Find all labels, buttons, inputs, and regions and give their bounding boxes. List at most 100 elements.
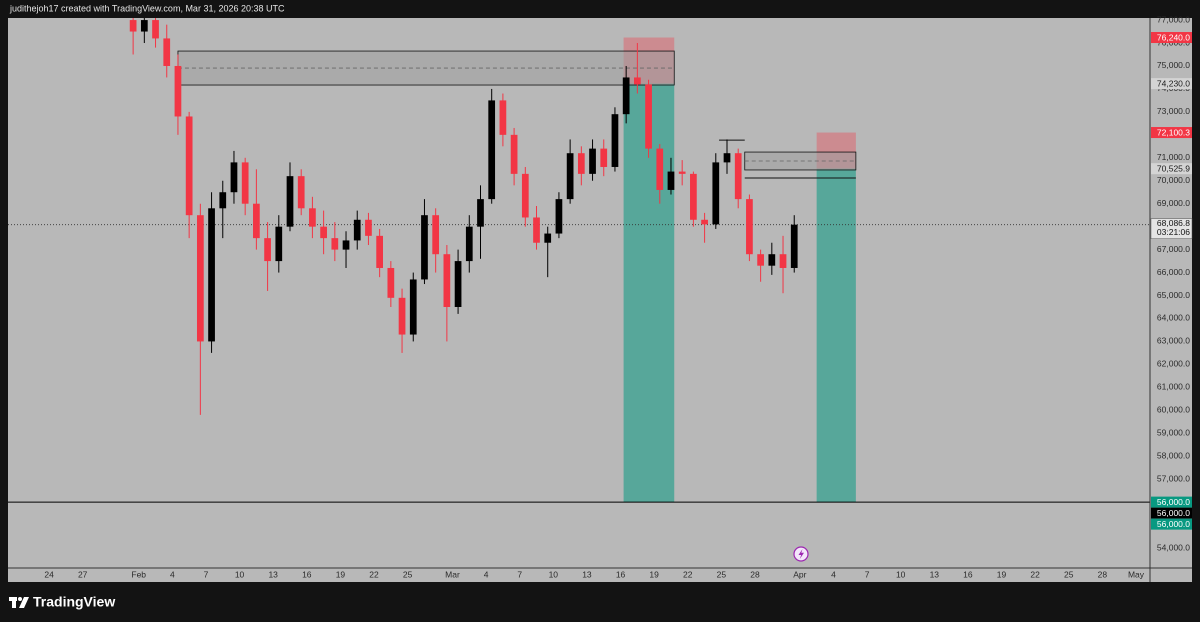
y-tick-label: 71,000.0 [1157,152,1190,162]
candle-body [185,116,193,216]
x-tick-label: 16 [302,569,312,579]
last-price-label: 68,086.8 [1157,218,1190,228]
y-tick-label: 65,000.0 [1157,290,1190,300]
candle-body [577,153,585,174]
price-label: 76,240.0 [1157,32,1190,42]
x-tick-label: 10 [549,569,559,579]
y-tick-label: 58,000.0 [1157,450,1190,460]
candle-body [566,153,574,200]
x-tick-label: 7 [517,569,522,579]
candle-body [129,20,137,32]
x-tick-label: 19 [336,569,346,579]
candle-body [432,215,440,255]
candle-body [757,254,764,266]
axes: 54,000.055,000.056,000.057,000.058,000.0… [44,14,1193,579]
candle-body [768,254,776,266]
candle-body [387,267,395,298]
y-tick-label: 59,000.0 [1157,428,1190,438]
price-label-box [1151,518,1192,530]
x-tick-label: 22 [683,569,693,579]
candle-body [264,238,271,262]
y-tick-label: 61,000.0 [1157,382,1190,392]
candle-body [701,219,708,225]
candle-body [320,226,327,239]
candle-body [690,173,697,220]
y-tick-label: 75,000.0 [1157,60,1190,70]
x-tick-label: 7 [865,569,870,579]
candle-body [275,226,283,262]
y-tick-label: 64,000.0 [1157,313,1190,323]
candle-body [667,171,675,190]
x-tick-label: 10 [235,569,245,579]
price-label: 56,000.0 [1157,508,1190,518]
x-tick-label: 28 [1098,569,1108,579]
y-tick-label: 77,000.0 [1157,14,1190,24]
price-label: 56,000.0 [1157,519,1190,529]
candle-body [633,77,641,85]
x-tick-label: May [1128,569,1145,579]
candle-body [230,162,238,193]
candle-body [353,219,361,241]
candle-body [521,173,529,218]
price-label-box [1151,163,1192,175]
candle-body [465,226,473,262]
x-tick-label: 13 [930,569,940,579]
brand-name: TradingView [33,594,115,610]
plot-area [8,18,1150,503]
x-tick-label: Mar [445,569,460,579]
price-label: 56,000.0 [1157,497,1190,507]
x-tick-label: 4 [831,569,836,579]
x-tick-label: 28 [750,569,760,579]
candle-body [454,261,462,308]
candle-body [409,279,417,335]
candle-body [309,208,316,227]
y-tick-label: 63,000.0 [1157,336,1190,346]
candle-body [208,208,215,342]
candle-body [622,77,630,115]
y-tick-label: 57,000.0 [1157,473,1190,483]
position-target-zone [816,168,856,503]
candle-body [477,199,484,227]
x-tick-label: 10 [896,569,906,579]
candle-body [611,114,619,167]
price-label-box [1151,507,1192,519]
candle-body [253,203,260,239]
candle-body [600,148,608,167]
candle-body [734,153,742,200]
price-label-box [1151,496,1192,508]
price-label-box [1151,32,1192,44]
x-tick-label: 27 [78,569,88,579]
y-tick-label: 73,000.0 [1157,106,1190,116]
candle-body [286,176,294,227]
candle-body [174,65,182,117]
candle-body [510,134,518,174]
y-tick-label: 67,000.0 [1157,244,1190,254]
candle-body [555,199,563,234]
x-tick-label: 16 [616,569,626,579]
y-tick-label: 70,000.0 [1157,175,1190,185]
x-tick-label: 13 [268,569,278,579]
candle-body [779,254,787,268]
candle-body [342,240,350,250]
last-price-box [1150,218,1193,239]
x-tick-label: 4 [484,569,489,579]
y-tick-label: 60,000.0 [1157,405,1190,415]
x-tick-label: 25 [1064,569,1074,579]
candle-body [443,254,451,308]
candle-body [163,38,171,66]
y-tick-label: 54,000.0 [1157,542,1190,552]
candle-body [723,153,731,163]
header-text: judithejoh17 created with TradingView.co… [9,3,285,13]
price-label-box [1151,78,1192,90]
candle-body [499,100,507,135]
x-tick-label: 25 [403,569,413,579]
candle-body [219,192,227,209]
candle-body [645,84,652,149]
price-label: 74,230.0 [1157,78,1190,88]
x-tick-label: Apr [793,569,806,579]
candle-body [656,148,664,190]
candle-body [331,238,339,250]
candle-body [488,100,496,200]
